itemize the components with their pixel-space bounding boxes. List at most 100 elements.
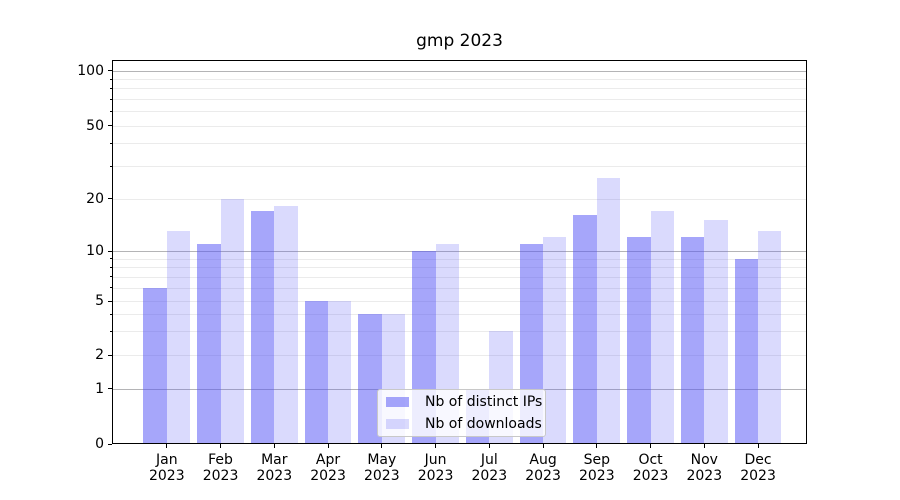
y-tick-mark <box>108 250 112 252</box>
x-tick-label-line: 2023 <box>525 468 561 484</box>
bar-distinct-ips-dec <box>734 258 759 443</box>
x-tick-label: Jun 2023 <box>404 452 468 484</box>
x-tick-label-line: 2023 <box>363 468 400 484</box>
x-tick-mark <box>488 444 490 448</box>
gridline-minor <box>113 199 806 200</box>
x-tick-label: Jan 2023 <box>135 452 199 484</box>
y-minor-tick-mark <box>110 330 112 332</box>
gridline-minor <box>113 88 806 89</box>
x-tick-mark <box>650 444 652 448</box>
x-tick-label-line: Dec <box>744 452 772 468</box>
gridline-minor <box>113 259 806 260</box>
x-tick-label-line: 2023 <box>632 468 669 484</box>
x-tick-label: Jul 2023 <box>457 452 521 484</box>
bar-downloads-feb <box>220 198 244 443</box>
x-tick-label-line: 2023 <box>256 468 293 484</box>
legend: Nb of distinct IPs Nb of downloads <box>377 389 546 437</box>
y-minor-tick-mark <box>110 313 112 315</box>
bar-downloads-mar <box>274 206 298 443</box>
y-minor-tick-mark <box>110 78 112 80</box>
y-tick-mark <box>108 388 112 389</box>
x-tick-label: Nov 2023 <box>672 452 736 484</box>
y-tick-label: 20 <box>86 190 104 207</box>
x-tick-label-line: Jan <box>156 452 178 468</box>
y-minor-tick-mark <box>110 258 112 260</box>
legend-item: Nb of distinct IPs <box>386 394 542 410</box>
gridline-minor <box>113 314 806 315</box>
x-tick-label-line: 2023 <box>740 468 776 484</box>
gridline-minor <box>113 166 806 167</box>
gridline-minor <box>113 99 806 100</box>
x-tick-mark <box>542 444 544 448</box>
x-tick-label: Apr 2023 <box>296 452 360 484</box>
y-tick-label: 5 <box>95 293 104 309</box>
legend-swatch <box>386 419 409 429</box>
x-tick-label-line: Oct <box>638 452 663 468</box>
legend-label: Nb of distinct IPs <box>425 394 543 410</box>
x-tick-label-line: 2023 <box>148 468 185 484</box>
x-tick-mark <box>757 444 759 448</box>
bar-downloads-sep <box>596 177 621 443</box>
x-tick-label-line: Mar <box>261 452 288 468</box>
bar-distinct-ips-nov <box>680 237 705 443</box>
x-tick-label-line: Jul <box>480 452 498 468</box>
gridline-minor <box>113 111 806 112</box>
x-tick-label-line: Feb <box>208 452 233 468</box>
y-minor-tick-mark <box>110 287 112 289</box>
y-tick-label: 2 <box>95 347 104 363</box>
y-tick-mark <box>108 443 112 445</box>
x-tick-mark <box>220 444 222 448</box>
legend-label: Nb of downloads <box>425 416 542 432</box>
gridline-minor <box>113 331 806 332</box>
y-minor-tick-mark <box>110 142 112 144</box>
gridline-minor <box>113 288 806 289</box>
x-tick-label-line: May <box>367 452 397 468</box>
x-tick-mark <box>703 444 705 448</box>
x-tick-mark <box>596 444 598 448</box>
bar-downloads-jan <box>166 231 191 443</box>
y-minor-tick-mark <box>110 165 112 167</box>
x-tick-label: Dec 2023 <box>726 452 790 484</box>
y-minor-tick-mark <box>110 276 112 278</box>
x-tick-label-line: Jun <box>424 452 447 468</box>
y-tick-label: 0 <box>95 436 104 452</box>
bar-downloads-aug <box>543 237 567 443</box>
gridline-minor <box>113 143 806 144</box>
x-tick-label: Sep 2023 <box>565 452 629 484</box>
x-tick-label: Oct 2023 <box>619 452 683 484</box>
x-tick-label-line: 2023 <box>686 468 723 484</box>
x-tick-label: Feb 2023 <box>189 452 253 484</box>
x-tick-label: Aug 2023 <box>511 452 575 484</box>
x-tick-mark <box>273 444 275 448</box>
chart-title: gmp 2023 <box>416 31 503 51</box>
y-tick-mark <box>108 198 112 199</box>
y-tick-label: 10 <box>86 243 104 259</box>
x-tick-label: Mar 2023 <box>242 452 306 484</box>
bar-distinct-ips-apr <box>304 301 329 443</box>
gridline-minor <box>113 355 806 356</box>
bar-distinct-ips-mar <box>250 210 275 443</box>
y-minor-tick-mark <box>110 98 112 100</box>
x-tick-label-line: Apr <box>315 452 341 468</box>
gridline-minor <box>113 277 806 278</box>
bar-distinct-ips-jan <box>143 287 167 443</box>
bar-distinct-ips-sep <box>573 215 597 443</box>
y-tick-mark <box>108 354 112 356</box>
x-tick-label: May 2023 <box>350 452 414 484</box>
gridline-minor <box>113 301 806 302</box>
x-tick-label-line: 2023 <box>417 468 454 484</box>
x-tick-label-line: 2023 <box>471 468 508 484</box>
y-minor-tick-mark <box>110 110 112 112</box>
bar-downloads-nov <box>704 220 728 443</box>
x-tick-label-line: Nov <box>690 452 718 468</box>
x-tick-label-line: Sep <box>583 452 610 468</box>
y-tick-label: 1 <box>95 380 104 397</box>
bar-distinct-ips-feb <box>197 243 221 443</box>
legend-item: Nb of downloads <box>386 416 542 432</box>
y-tick-label: 50 <box>86 117 104 134</box>
x-tick-label-line: 2023 <box>578 468 615 484</box>
x-tick-mark <box>327 444 329 448</box>
y-minor-tick-mark <box>110 266 112 268</box>
x-tick-label-line: 2023 <box>202 468 239 484</box>
